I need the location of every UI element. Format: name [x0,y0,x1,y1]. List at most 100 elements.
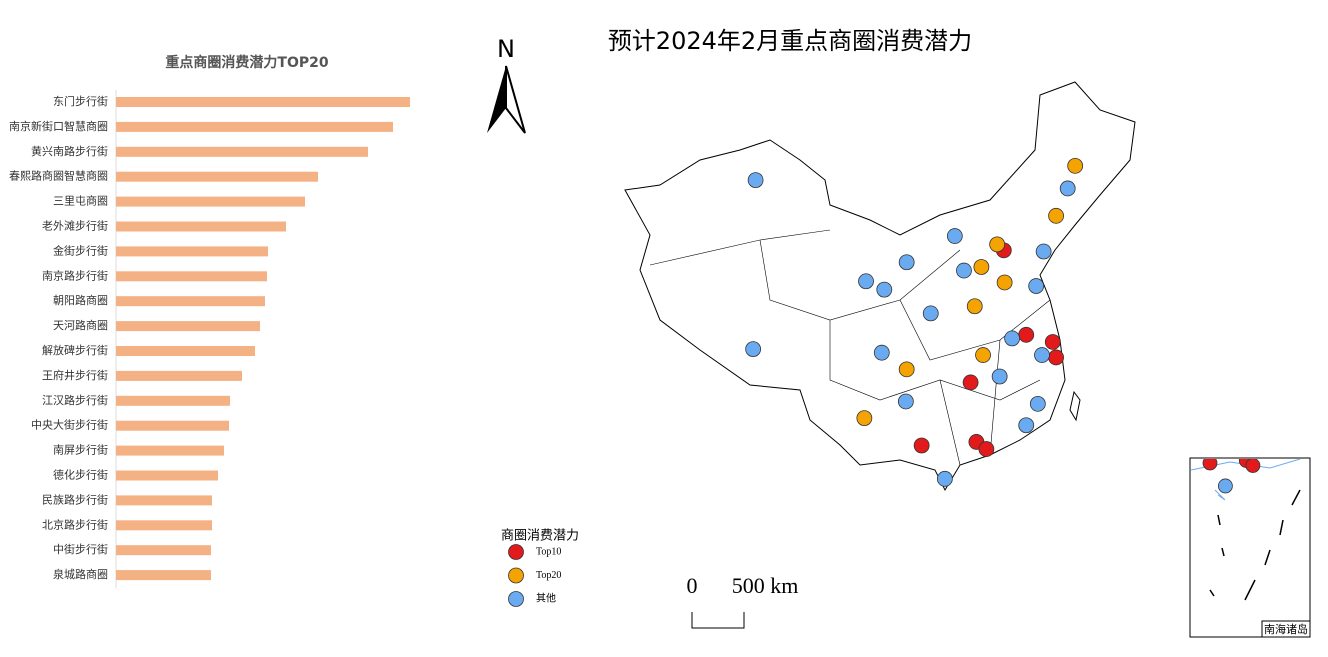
inset-point [1202,459,1218,471]
y-tick-label: 东门步行街 [53,94,108,108]
map-point [858,273,874,290]
bar [116,420,229,431]
inset-point [1193,426,1207,440]
bar-chart-title: 重点商圈消费潜力TOP20 [165,54,328,71]
inset-point [1177,392,1191,406]
inset-point [1244,394,1258,408]
inset-point [1165,437,1179,451]
bar [116,395,230,406]
y-tick-label: 中央大街步行街 [31,418,108,432]
map-point [991,368,1008,385]
bar [116,370,242,381]
map-point [989,236,1006,253]
map-point [936,470,953,487]
map-point [978,441,995,457]
y-tick-label: 民族路步行街 [42,492,108,506]
inset-point [1300,279,1314,293]
inset-point [1272,380,1286,394]
legend-swatch [508,567,524,584]
bar [116,146,368,157]
y-tick-label: 黄兴南路步行街 [31,144,108,158]
inset-point [1193,330,1207,344]
y-tick-label: 天河路商圈 [53,318,108,332]
y-tick-label: 南京新街口智慧商圈 [9,119,108,133]
inset-point [1166,343,1180,357]
bar [116,196,305,207]
north-arrow [505,65,526,134]
province-border [649,229,1051,466]
bar [116,121,393,132]
map-point [898,254,915,271]
bar [116,246,268,257]
map-point [1067,157,1084,174]
inset-point [1292,298,1306,312]
map-point [962,374,979,391]
map-point [956,262,972,279]
inset-point [1245,459,1261,473]
inset-point [1280,427,1294,441]
legend-swatch [508,544,524,560]
bar [116,346,255,356]
inset-point [1284,322,1298,336]
inset-point [1257,322,1271,336]
map-point [922,305,939,322]
inset-label: 南海诸岛 [1264,622,1308,636]
map-point [745,341,762,358]
bar [116,520,212,531]
bar [116,296,265,307]
y-tick-label: 江汉路步行街 [42,393,108,407]
map-point [856,410,873,427]
bar [116,321,260,332]
y-tick-label: 北京路步行街 [42,517,108,531]
scale-bar [691,612,745,629]
legend-swatch [508,591,524,607]
scale-start: 0 [687,573,698,598]
map-point [1029,395,1046,412]
map-point [1028,278,1045,294]
inset-point [1305,263,1319,277]
map-point [946,228,963,244]
bar [116,445,224,456]
inset-point [1253,317,1267,331]
y-tick-label: 南屏步行街 [53,443,108,457]
inset-point [1243,333,1257,347]
inset-point [1238,360,1252,374]
map-point [1044,334,1061,350]
map-point [897,393,914,410]
bar-chart: 东门步行街南京新街口智慧商圈黄兴南路步行街春熙路商圈智慧商圈三里屯商圈老外滩步行… [9,94,410,581]
inset-point [1178,349,1192,363]
inset-point [1093,273,1107,287]
north-arrow [487,66,506,133]
bar [116,570,211,581]
map-point [747,172,764,189]
y-tick-label: 春熙路商圈智慧商圈 [9,169,108,183]
inset-point [1209,365,1223,379]
island [1069,390,1081,422]
map-point [1035,243,1052,260]
inset-point [1218,478,1233,494]
y-tick-label: 泉城路商圈 [53,567,108,581]
y-tick-label: 三里屯商圈 [53,194,108,208]
bar [116,97,410,107]
y-tick-label: 朝阳路商圈 [53,293,108,307]
y-tick-label: 王府井步行街 [42,368,108,382]
bar [116,171,318,182]
map-point [975,347,991,363]
inset-point [1290,385,1304,399]
map-point [1018,417,1035,434]
y-tick-label: 金街步行街 [53,243,108,257]
inset-point [1258,344,1272,358]
map-title: 预计2024年2月重点商圈消费潜力 [608,27,972,55]
inset-point [1193,404,1207,418]
inset-point [1263,382,1277,396]
map-point [1004,330,1020,347]
legend-label: 其他 [536,591,556,604]
map-point [1059,180,1076,197]
inset-dashes [1209,489,1301,601]
bar [116,221,286,232]
inset-point [1279,346,1293,360]
legend-title: 商圈消费潜力 [501,529,579,544]
map-point [973,259,990,275]
inset-frame [1189,457,1311,638]
